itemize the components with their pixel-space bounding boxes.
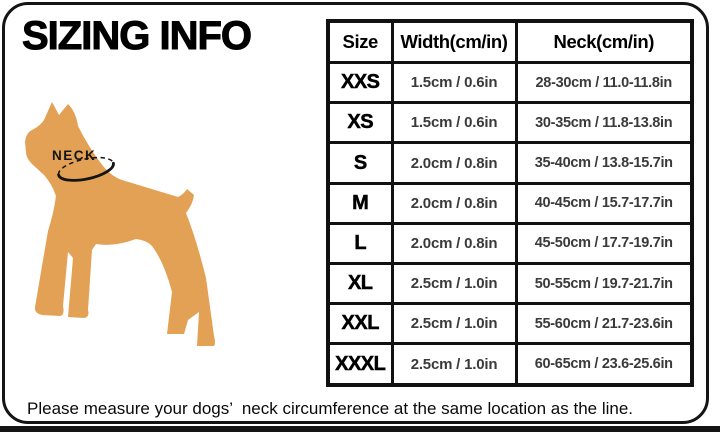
neck-value: 45-50cm / 17.7-19.7in	[514, 221, 694, 266]
width-value: 2.5cm / 1.0in	[390, 342, 518, 387]
rounded-border-frame	[2, 2, 709, 424]
neck-value: 28-30cm / 11.0-11.8in	[514, 60, 694, 105]
collar-solid-line	[57, 161, 115, 182]
sizing-table: Size Width(cm/in) Neck(cm/in) XXS 1.5cm …	[326, 19, 694, 387]
header-width: Width(cm/in)	[390, 19, 518, 64]
width-value: 1.5cm / 0.6in	[390, 101, 518, 145]
width-value: 2.5cm / 1.0in	[390, 262, 518, 306]
dog-body-shape	[25, 102, 215, 346]
table-row: XS 1.5cm / 0.6in 30-35cm / 11.8-13.8in	[326, 101, 694, 145]
collar-dashed-line	[57, 156, 115, 175]
table-row: XXL 2.5cm / 1.0in 55-60cm / 21.7-23.6in	[326, 302, 694, 346]
header-neck: Neck(cm/in)	[514, 19, 694, 64]
size-value: XS	[326, 101, 394, 145]
page-title: SIZING INFO	[22, 14, 253, 59]
width-value: 2.0cm / 0.8in	[390, 141, 518, 185]
size-value: S	[326, 141, 394, 185]
width-value: 1.5cm / 0.6in	[390, 60, 518, 105]
dog-diagram: NECK	[18, 98, 233, 358]
neck-value: 30-35cm / 11.8-13.8in	[514, 101, 694, 145]
neck-value: 55-60cm / 21.7-23.6in	[514, 302, 694, 346]
size-value: M	[326, 181, 394, 225]
size-value: XL	[326, 262, 394, 306]
table-row: XL 2.5cm / 1.0in 50-55cm / 19.7-21.7in	[326, 262, 694, 306]
header-size: Size	[326, 19, 394, 64]
table-row: XXXL 2.5cm / 1.0in 60-65cm / 23.6-25.6in	[326, 342, 694, 387]
neck-value: 40-45cm / 15.7-17.7in	[514, 181, 694, 225]
size-value: XXL	[326, 302, 394, 346]
size-value: L	[326, 221, 394, 266]
bottom-edge-bar	[0, 426, 720, 432]
table-row: M 2.0cm / 0.8in 40-45cm / 15.7-17.7in	[326, 181, 694, 225]
neck-value: 60-65cm / 23.6-25.6in	[514, 342, 694, 387]
measurement-instruction: Please measure your dogs’ neck circumfer…	[27, 399, 634, 418]
table-row: L 2.0cm / 0.8in 45-50cm / 17.7-19.7in	[326, 221, 694, 266]
width-value: 2.5cm / 1.0in	[390, 302, 518, 346]
table-row: S 2.0cm / 0.8in 35-40cm / 13.8-15.7in	[326, 141, 694, 185]
neck-value: 35-40cm / 13.8-15.7in	[514, 141, 694, 185]
neck-value: 50-55cm / 19.7-21.7in	[514, 262, 694, 306]
size-value: XXS	[326, 60, 394, 105]
table-row: XXS 1.5cm / 0.6in 28-30cm / 11.0-11.8in	[326, 60, 694, 105]
width-value: 2.0cm / 0.8in	[390, 181, 518, 225]
width-value: 2.0cm / 0.8in	[390, 221, 518, 266]
neck-label: NECK	[52, 148, 96, 163]
size-value: XXXL	[326, 342, 394, 387]
table-header-row: Size Width(cm/in) Neck(cm/in)	[326, 19, 694, 64]
dog-silhouette-icon: NECK	[25, 102, 215, 346]
